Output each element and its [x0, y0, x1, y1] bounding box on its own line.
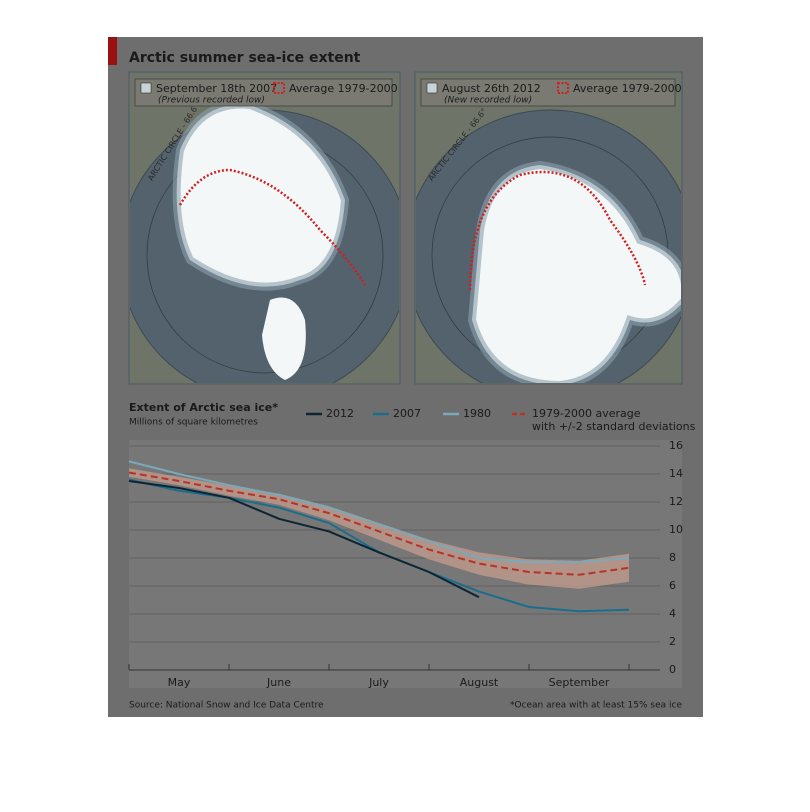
- average-outline: [468, 170, 647, 291]
- legend-label: 2007: [393, 407, 421, 420]
- map-2007: ARCTIC CIRCLE - 66.6° September 18th 200…: [128, 71, 401, 385]
- map-legend: [420, 78, 676, 107]
- map-2012: ARCTIC CIRCLE - 66.6° August 26th 2012 (…: [414, 71, 683, 385]
- footnote: *Ocean area with at least 15% sea ice: [510, 701, 682, 711]
- map-note: (Previous recorded low): [158, 96, 265, 106]
- y-tick-label: 0: [669, 663, 676, 676]
- x-tick-label: September: [549, 676, 610, 689]
- ice-extent: [262, 297, 306, 380]
- legend-label: 1980: [463, 407, 491, 420]
- series-line: [128, 471, 630, 576]
- map-legend-label: Average 1979-2000: [573, 82, 682, 95]
- y-tick-label: 4: [669, 607, 676, 620]
- map-legend: [134, 78, 393, 107]
- map-note: (New recorded low): [444, 96, 532, 106]
- y-tick-label: 2: [669, 635, 676, 648]
- legend-label: with +/-2 standard deviations: [532, 420, 696, 433]
- map-label: September 18th 2007: [156, 82, 277, 95]
- x-tick-label: June: [266, 676, 291, 689]
- x-tick-label: May: [168, 676, 191, 689]
- y-tick-label: 10: [669, 523, 683, 536]
- average-outline: [178, 168, 367, 286]
- y-tick-label: 12: [669, 495, 683, 508]
- legend-swatch: [426, 82, 438, 94]
- map-label: August 26th 2012: [442, 82, 541, 95]
- legend-swatch: [557, 82, 569, 94]
- legend-swatch: [273, 82, 285, 94]
- map-legend-label: Average 1979-2000: [289, 82, 398, 95]
- deviation-band: [129, 468, 629, 589]
- x-tick-label: August: [460, 676, 499, 689]
- source: Source: National Snow and Ice Data Centr…: [129, 701, 324, 711]
- title: Arctic summer sea-ice extent: [129, 50, 361, 66]
- chart-subtitle: Millions of square kilometres: [129, 418, 258, 428]
- y-tick-label: 14: [669, 467, 683, 480]
- y-tick-label: 16: [669, 439, 683, 452]
- chart-title: Extent of Arctic sea ice*: [129, 401, 278, 414]
- line-chart: 0 2 4 6 8 10 12 14 16 May June July August September 2…: [128, 407, 696, 689]
- series-line: [128, 480, 480, 599]
- ice-extent: [467, 160, 681, 383]
- series-line: [128, 460, 630, 564]
- legend-label: 1979-2000 average: [532, 407, 641, 420]
- x-tick-label: July: [368, 676, 389, 689]
- legend-swatch: [140, 82, 152, 94]
- accent-bar: [108, 37, 117, 65]
- y-tick-label: 6: [669, 579, 676, 592]
- y-tick-label: 8: [669, 551, 676, 564]
- legend-label: 2012: [326, 407, 354, 420]
